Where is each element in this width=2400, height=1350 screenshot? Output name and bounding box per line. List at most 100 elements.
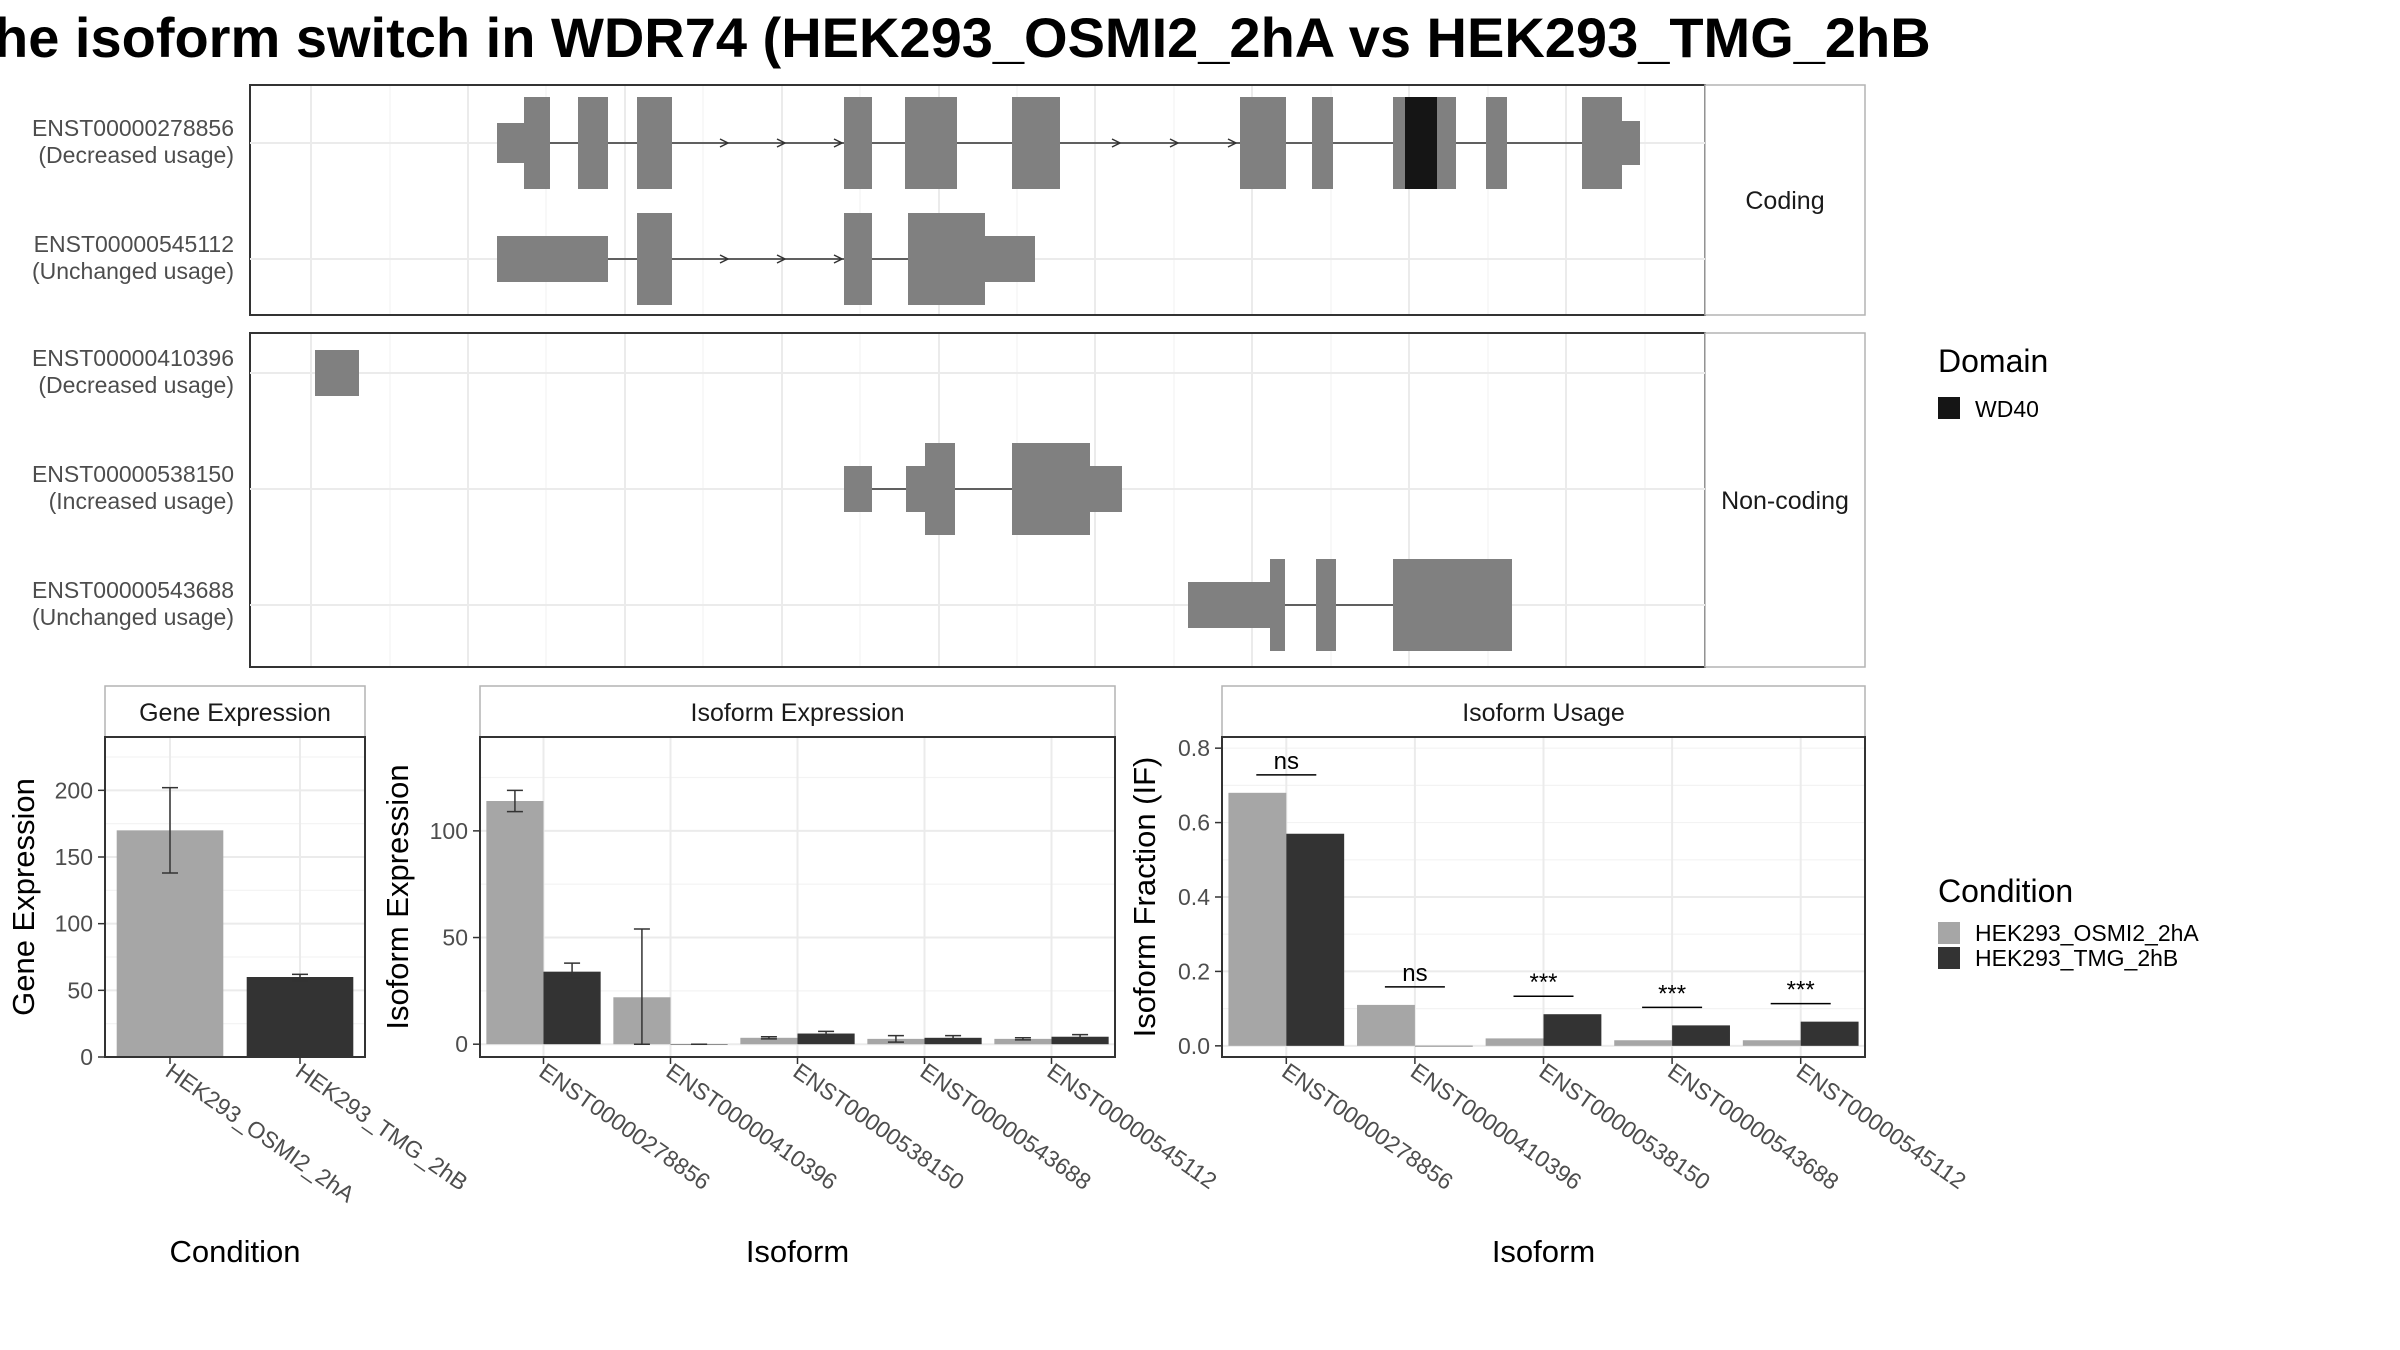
exon — [980, 236, 1035, 282]
condition-legend-label: HEK293_OSMI2_2hA — [1975, 920, 2199, 946]
x-axis-title: Condition — [170, 1234, 301, 1269]
exon — [1270, 559, 1285, 651]
exon — [1312, 97, 1333, 189]
exon — [908, 213, 985, 305]
x-axis-title: Isoform — [1492, 1234, 1595, 1269]
bar — [740, 1037, 798, 1045]
y-axis-title: Isoform Expression — [380, 764, 415, 1029]
exon — [497, 123, 528, 163]
bar — [797, 1033, 855, 1045]
transcript-model — [497, 213, 1035, 305]
exon — [1618, 121, 1640, 165]
transcript-id-label: ENST00000538150 — [32, 461, 234, 487]
y-tick-label: 0 — [80, 1044, 93, 1070]
exon — [637, 97, 672, 189]
y-tick-label: 0.8 — [1178, 735, 1210, 761]
panel-strip — [1221, 685, 1866, 738]
bar-chart-1: Isoform Expression050100ENST00000278856E… — [380, 685, 1222, 1269]
y-tick-label: 200 — [55, 777, 93, 803]
direction-arrow — [1111, 138, 1122, 148]
exon — [844, 97, 872, 189]
domain-legend-label: WD40 — [1975, 396, 2039, 422]
transcript-structure-plot: CodingNon-codingENST00000278856(Decrease… — [32, 84, 1866, 668]
transcript-usage-label: (Decreased usage) — [38, 142, 234, 168]
exon — [497, 236, 608, 282]
significance-label: ns — [1274, 748, 1299, 775]
exon — [1087, 466, 1122, 512]
direction-arrow — [1227, 138, 1238, 148]
direction-arrow — [1169, 138, 1180, 148]
y-tick-label: 50 — [67, 977, 93, 1003]
exon — [524, 97, 550, 189]
bar — [1800, 1021, 1859, 1046]
exon — [844, 213, 872, 305]
y-axis-title: Isoform Fraction (IF) — [1127, 757, 1162, 1038]
transcript-id-label: ENST00000278856 — [32, 115, 234, 141]
condition-legend-label: HEK293_TMG_2hB — [1975, 945, 2178, 971]
transcript-model — [315, 350, 359, 396]
y-tick-label: 0 — [455, 1031, 468, 1057]
bar — [1485, 1038, 1544, 1046]
direction-arrow — [776, 254, 787, 264]
condition-legend-key — [1938, 922, 1960, 944]
exon — [1012, 97, 1060, 189]
exon — [1240, 97, 1286, 189]
transcript-id-label: ENST00000543688 — [32, 577, 234, 603]
significance-label: *** — [1787, 977, 1815, 1004]
figure-title: he isoform switch in WDR74 (HEK293_OSMI2… — [0, 6, 1931, 69]
direction-arrow — [833, 138, 844, 148]
bar — [994, 1038, 1052, 1045]
transcript-usage-label: (Unchanged usage) — [32, 258, 234, 284]
facet-strip — [1704, 84, 1866, 316]
transcript-usage-label: (Increased usage) — [49, 488, 234, 514]
y-tick-label: 0.4 — [1178, 884, 1210, 910]
bar — [1742, 1040, 1801, 1046]
exon — [906, 466, 928, 512]
bar — [246, 977, 354, 1057]
direction-arrow — [719, 138, 730, 148]
bar — [1357, 1004, 1415, 1046]
exon — [1393, 559, 1512, 651]
exon — [905, 97, 957, 189]
direction-arrow — [833, 254, 844, 264]
transcript-usage-label: (Decreased usage) — [38, 372, 234, 398]
transcript-id-label: ENST00000545112 — [34, 231, 234, 257]
bar — [1614, 1040, 1673, 1046]
panel-title: Gene Expression — [139, 699, 331, 727]
exon — [637, 213, 672, 305]
bar — [1543, 1014, 1602, 1046]
y-tick-label: 100 — [55, 911, 93, 937]
condition-legend-key — [1938, 947, 1960, 969]
bar — [924, 1037, 982, 1045]
panel-frame — [104, 736, 366, 1058]
y-axis-title: Gene Expression — [6, 778, 41, 1016]
bar — [543, 971, 601, 1045]
y-tick-label: 0.0 — [1178, 1033, 1210, 1059]
y-tick-label: 0.2 — [1178, 958, 1210, 984]
exon — [1582, 97, 1622, 189]
bar — [1672, 1025, 1730, 1046]
expression-bar-charts: Gene Expression050100150200HEK293_OSMI2_… — [6, 685, 1971, 1269]
legends: Domain WD40 Condition HEK293_OSMI2_2hAHEK29… — [1938, 343, 2199, 971]
transcript-model — [1188, 559, 1512, 651]
bar-chart-2: Isoform Usage ns ns *** *** *** 0.0 0.2 0.4 0.6 0.… — [1127, 685, 1971, 1269]
significance-label: *** — [1658, 980, 1686, 1007]
bar — [1286, 833, 1345, 1046]
y-tick-label: 100 — [430, 818, 468, 844]
transcript-model — [844, 443, 1122, 535]
exon — [1486, 97, 1507, 189]
facet-strip — [1704, 332, 1866, 668]
exon — [1188, 582, 1274, 628]
exon — [1012, 443, 1090, 535]
bar — [1414, 1045, 1473, 1047]
condition-legend-title: Condition — [1938, 873, 2073, 909]
exon — [1316, 559, 1336, 651]
x-axis-title: Isoform — [746, 1234, 849, 1269]
direction-arrow — [776, 138, 787, 148]
bar — [1228, 792, 1287, 1046]
panel-title: Isoform Usage — [1462, 699, 1625, 727]
panel-title: Isoform Expression — [691, 699, 905, 727]
domain-wd40 — [1405, 97, 1437, 189]
transcript-id-label: ENST00000410396 — [32, 345, 234, 371]
